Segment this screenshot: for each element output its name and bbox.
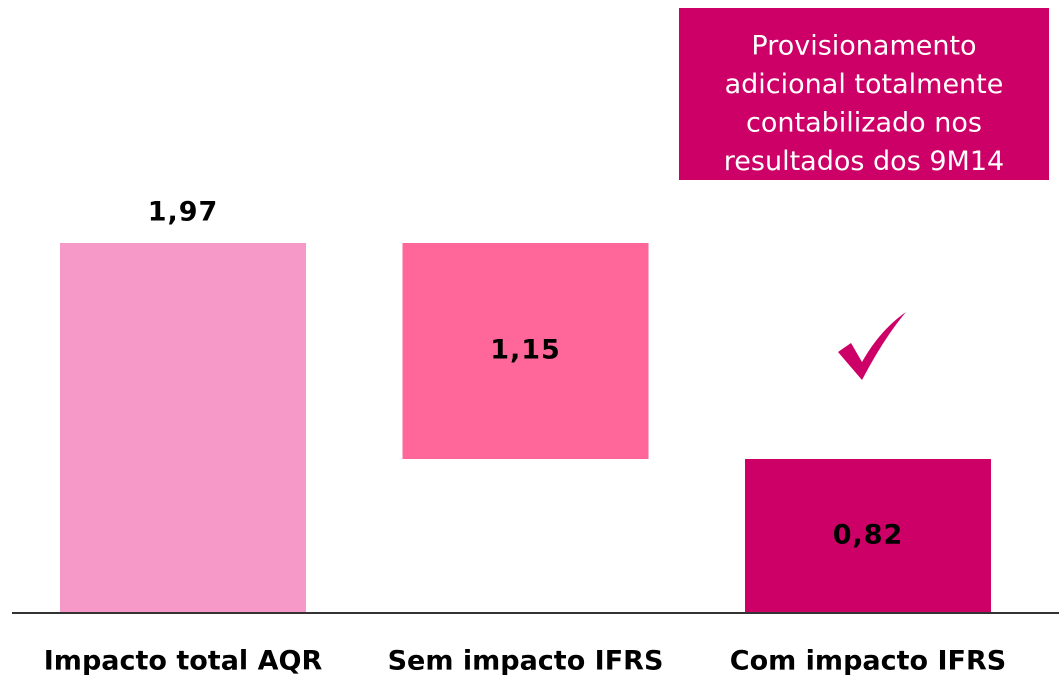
data-label: 1,97 (148, 197, 219, 228)
annotation-text: resultados dos 9M14 (724, 146, 1004, 177)
bar (745, 458, 991, 613)
bar (60, 243, 306, 613)
annotation-box (679, 8, 1049, 180)
annotation-text: adicional totalmente (725, 69, 1004, 100)
annotation-text: contabilizado nos (746, 108, 982, 139)
x-tick-label: Com impacto IFRS (730, 646, 1006, 677)
annotation-text: Provisionamento (751, 31, 976, 62)
data-label: 0,82 (833, 519, 904, 550)
x-tick-label: Impacto total AQR (44, 646, 323, 677)
check-mark (838, 312, 906, 380)
x-tick-label: Sem impacto IFRS (388, 646, 664, 677)
bar (402, 243, 649, 459)
data-label: 1,15 (490, 334, 561, 365)
